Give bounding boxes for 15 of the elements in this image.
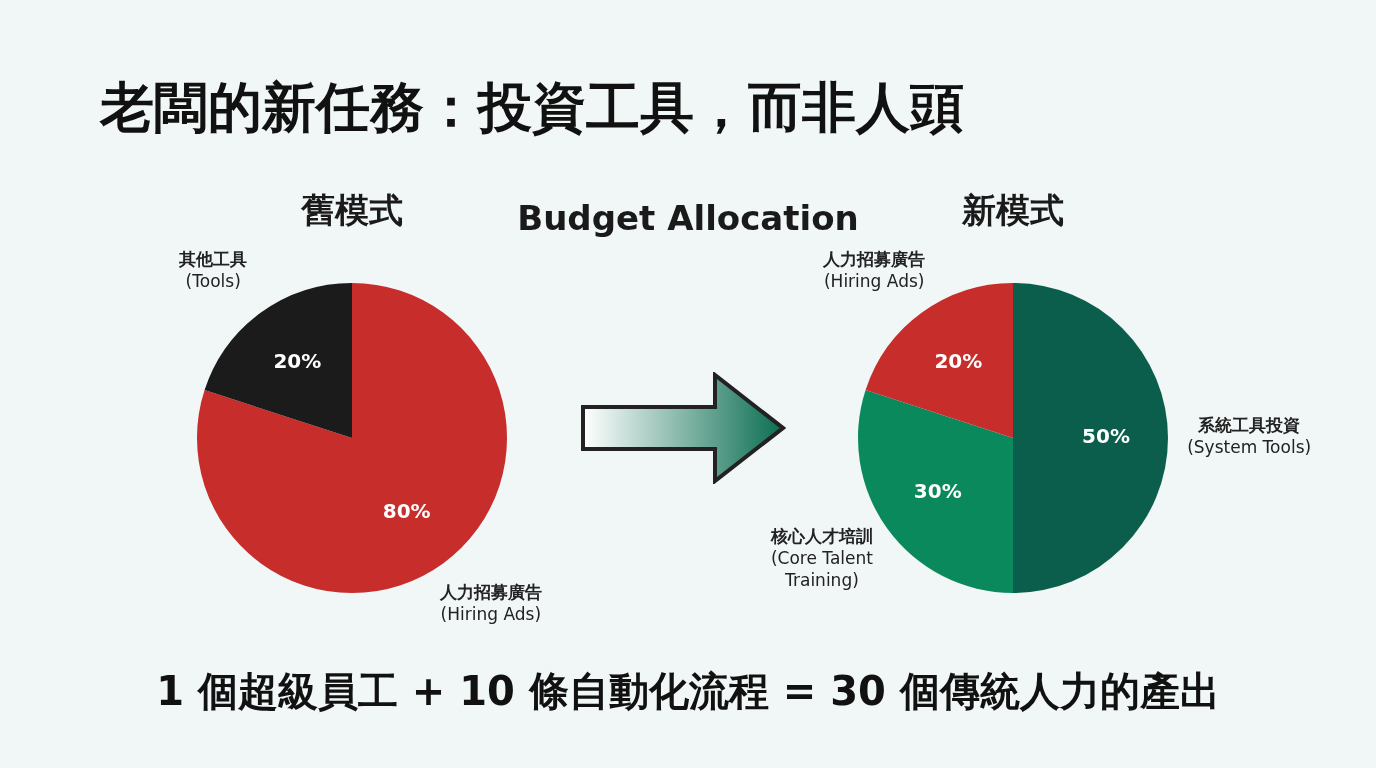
slice-label: 系統工具投資 (System Tools) xyxy=(1187,415,1312,458)
text: 老闆的新任務：投資工具，而非人頭 xyxy=(100,75,964,141)
data-label: 50% xyxy=(1082,424,1130,449)
text: Budget Allocation xyxy=(516,198,860,238)
data-label: 80% xyxy=(382,499,431,524)
chart-title: 新模式 xyxy=(962,190,1064,230)
slice-label: 其他工具 (Tools) xyxy=(178,248,248,291)
slice-label: 核心人才培訓 (Core Talent Training) xyxy=(769,525,874,590)
data-label: 20% xyxy=(934,348,983,373)
data-label: 20% xyxy=(273,348,322,373)
chart-title: 舊模式 xyxy=(301,190,403,230)
slice-label: 人力招募廣告 (Hiring Ads) xyxy=(822,248,926,291)
data-label: 30% xyxy=(913,478,962,503)
text: 1 個超級員工 + 10 條自動化流程 = 30 個傳統人力的產出 xyxy=(155,667,1221,716)
slice-label: 人力招募廣告 (Hiring Ads) xyxy=(438,582,542,625)
